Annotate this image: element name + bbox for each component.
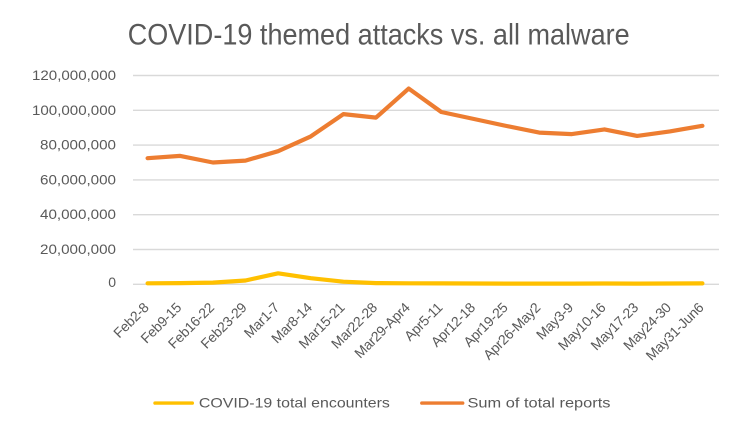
svg-text:COVID-19 total encounters: COVID-19 total encounters [199,394,390,410]
svg-text:COVID-19 themed attacks vs. al: COVID-19 themed attacks vs. all malware [128,19,630,52]
svg-text:40,000,000: 40,000,000 [40,206,116,222]
svg-text:80,000,000: 80,000,000 [40,137,116,153]
svg-text:20,000,000: 20,000,000 [40,241,116,257]
svg-text:0: 0 [108,274,116,290]
svg-text:120,000,000: 120,000,000 [32,67,116,83]
svg-text:60,000,000: 60,000,000 [40,171,116,187]
svg-text:100,000,000: 100,000,000 [32,102,116,118]
svg-text:Sum of total reports: Sum of total reports [468,394,611,410]
